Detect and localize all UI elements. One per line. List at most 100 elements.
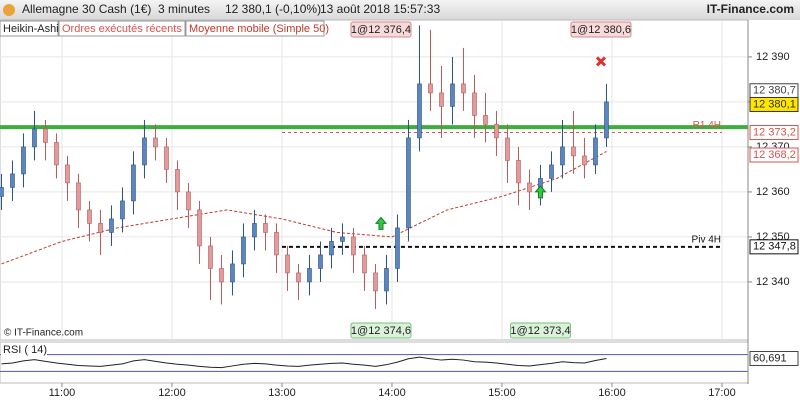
trade-box — [350, 21, 412, 38]
tab-label: Moyenne mobile (Simple 50) — [189, 23, 329, 35]
candle-body — [428, 83, 433, 94]
candle-body — [65, 164, 70, 184]
candle-body — [505, 137, 510, 161]
candle-body — [296, 272, 301, 283]
candle-body — [21, 146, 26, 175]
price-tag-label: 12 373,2 — [753, 126, 796, 138]
tab[interactable] — [185, 20, 325, 37]
candle-body — [527, 182, 532, 193]
candle-body — [472, 92, 477, 116]
tab[interactable] — [0, 20, 59, 37]
candle-body — [252, 223, 257, 238]
candle-body — [175, 169, 180, 193]
price-tag-label: 12 380,1 — [753, 98, 796, 110]
candle-body — [274, 232, 279, 256]
candle-body — [560, 146, 565, 166]
rsi-name: RSI ( 14) — [3, 344, 47, 356]
rsi-panel — [0, 341, 749, 384]
tab[interactable] — [58, 20, 186, 37]
candle-body — [164, 146, 169, 170]
candle-body — [604, 101, 609, 139]
candle-body — [208, 245, 213, 269]
buy-arrow — [374, 216, 388, 230]
rsi-tag-label: 60,691 — [753, 352, 787, 364]
brand: IT-Finance.com — [707, 2, 794, 16]
candle-body — [461, 83, 466, 94]
quote: 12 380,1 (-0,10%) — [225, 2, 321, 16]
x-tick-label: 16:00 — [598, 387, 626, 399]
candle-body — [98, 223, 103, 233]
x-tick-label: 12:00 — [158, 387, 186, 399]
x-tick-label: 14:00 — [378, 387, 406, 399]
period: 3 minutes — [158, 2, 210, 16]
price-tag-label: 12 347,8 — [753, 241, 796, 253]
exit-cross — [595, 56, 607, 67]
candle-body — [0, 187, 4, 197]
price-tag-label: 12 380,7 — [753, 85, 796, 97]
candle-body — [329, 241, 334, 256]
candle-body — [197, 209, 202, 247]
rsi-line — [1, 356, 607, 369]
candle-body — [549, 164, 554, 179]
trade-box — [509, 322, 571, 339]
y-tick-label: 12 340 — [756, 276, 790, 288]
candle-body — [109, 218, 114, 233]
level-label: R1 4H — [693, 120, 721, 131]
candle-body — [483, 115, 488, 125]
trade-box — [570, 21, 632, 38]
candle-body — [417, 83, 422, 139]
trade-box — [350, 322, 412, 339]
buy-arrow — [534, 185, 547, 199]
candle-body — [516, 160, 521, 184]
app-icon — [3, 4, 15, 16]
candle-body — [439, 92, 444, 107]
candle-body — [384, 268, 389, 292]
watermark: © IT-Finance.com — [4, 328, 83, 339]
candle-body — [373, 272, 378, 292]
candle-body — [593, 137, 598, 166]
candle-body — [153, 137, 158, 148]
trade-label: 1@12 376,4 — [351, 24, 411, 36]
candle-body — [241, 236, 246, 265]
y-tick-label: 12 390 — [756, 51, 790, 63]
candle-body — [76, 182, 81, 211]
x-tick-label: 13:00 — [268, 387, 296, 399]
candle-body — [43, 128, 48, 143]
candle-body — [186, 191, 191, 211]
candle-body — [142, 137, 147, 166]
timestamp: 13 août 2018 15:57:33 — [320, 2, 440, 16]
candle-body — [230, 263, 235, 283]
price-tag — [749, 125, 799, 141]
candle-body — [131, 164, 136, 202]
candle-body — [32, 128, 37, 148]
candle-body — [120, 200, 125, 220]
candle-body — [54, 142, 59, 166]
trade-label: 1@12 380,6 — [571, 24, 631, 36]
x-tick-label: 15:00 — [488, 387, 516, 399]
candle-body — [87, 209, 92, 224]
candle-body — [494, 124, 499, 139]
price-tag — [749, 239, 799, 255]
candle-body — [10, 173, 15, 188]
plot-area — [0, 19, 749, 341]
x-tick-label: 11:00 — [49, 387, 76, 399]
candle-body — [582, 155, 587, 166]
header-bar — [0, 0, 800, 20]
rsi-name-box — [1, 343, 47, 356]
tab-label: Ordres exécutés récents — [62, 23, 182, 35]
candle-body — [351, 236, 356, 256]
level-label: Piv 4H — [692, 234, 721, 245]
candle-body — [571, 146, 576, 157]
moving-average — [1, 150, 607, 265]
y-tick-label: 12 360 — [756, 186, 790, 198]
candle-body — [219, 268, 224, 283]
x-tick-label: 17:00 — [708, 387, 736, 399]
candle-body — [263, 223, 268, 233]
price-tag — [749, 96, 799, 112]
rsi-tag — [749, 351, 799, 367]
trade-label: 1@12 374,6 — [351, 325, 411, 337]
candle-body — [406, 137, 411, 229]
price-tag — [749, 147, 799, 163]
candle-body — [285, 254, 290, 274]
